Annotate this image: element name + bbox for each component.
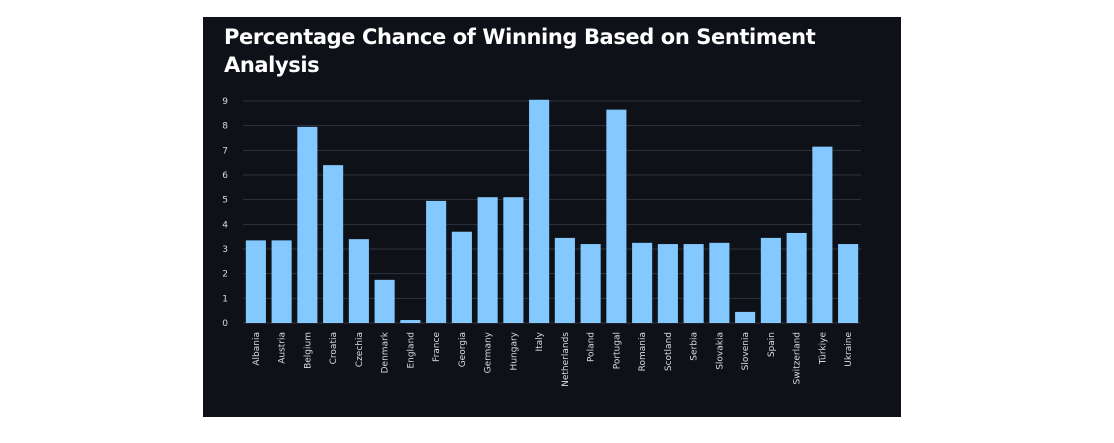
x-tick-label: Netherlands bbox=[561, 332, 571, 387]
x-tick-label: Spain bbox=[767, 332, 777, 357]
x-tick-label: Italy bbox=[535, 331, 545, 351]
bar-ukraine[interactable] bbox=[838, 244, 859, 323]
bar-germany[interactable] bbox=[477, 197, 498, 323]
y-tick-label: 1 bbox=[222, 294, 228, 304]
bar-netherlands[interactable] bbox=[554, 237, 575, 323]
y-tick-label: 5 bbox=[222, 196, 228, 206]
x-tick-label: Ukraine bbox=[844, 332, 854, 367]
y-tick-label: 8 bbox=[222, 122, 228, 132]
bar-serbia[interactable] bbox=[683, 244, 704, 323]
bar-portugal[interactable] bbox=[606, 109, 627, 323]
x-tick-label: Scotland bbox=[664, 332, 674, 371]
bar-georgia[interactable] bbox=[451, 231, 472, 323]
x-tick-label: France bbox=[432, 332, 442, 362]
bar-czechia[interactable] bbox=[348, 239, 369, 323]
bar-switzerland[interactable] bbox=[786, 232, 807, 323]
x-tick-label: Switzerland bbox=[793, 332, 803, 385]
chart-title: Percentage Chance of Winning Based on Se… bbox=[224, 25, 816, 77]
x-tick-label: Hungary bbox=[509, 331, 519, 370]
x-tick-label: Germany bbox=[484, 331, 494, 373]
x-tick-label: Austria bbox=[278, 332, 288, 364]
x-tick-label: Poland bbox=[587, 332, 597, 362]
x-tick-label: Belgium bbox=[303, 332, 313, 369]
bar-denmark[interactable] bbox=[374, 279, 395, 323]
bar-italy[interactable] bbox=[529, 99, 550, 324]
bar-croatia[interactable] bbox=[323, 165, 344, 323]
x-tick-label: Slovakia bbox=[715, 332, 725, 370]
x-tick-label: Türkiye bbox=[818, 332, 828, 366]
x-axis-ticks: Albania Austria Belgium Croatia Czechia Denma… bbox=[252, 331, 854, 387]
x-tick-label: Slovenia bbox=[741, 332, 751, 370]
y-tick-label: 2 bbox=[222, 270, 228, 280]
bar-slovenia[interactable] bbox=[735, 311, 756, 323]
x-tick-label: Czechia bbox=[355, 332, 365, 367]
y-tick-label: 6 bbox=[222, 171, 228, 181]
chart-panel: Percentage Chance of Winning Based on Se… bbox=[203, 17, 901, 417]
bar-belgium[interactable] bbox=[297, 126, 318, 324]
y-tick-label: 9 bbox=[222, 97, 228, 107]
bar-austria[interactable] bbox=[271, 240, 292, 323]
y-tick-label: 4 bbox=[222, 220, 228, 230]
bar-spain[interactable] bbox=[760, 237, 781, 323]
x-tick-label: England bbox=[406, 332, 416, 369]
bar-romania[interactable] bbox=[632, 242, 653, 323]
bar-france[interactable] bbox=[426, 200, 447, 323]
x-tick-label: Croatia bbox=[329, 332, 339, 364]
y-tick-label: 0 bbox=[222, 319, 228, 329]
bar-t-rkiye[interactable] bbox=[812, 146, 833, 323]
x-tick-label: Portugal bbox=[612, 332, 622, 369]
x-tick-label: Romania bbox=[638, 332, 648, 371]
x-tick-label: Denmark bbox=[381, 331, 391, 373]
bar-scotland[interactable] bbox=[657, 244, 678, 323]
x-tick-label: Serbia bbox=[690, 332, 700, 361]
y-tick-label: 7 bbox=[222, 146, 228, 156]
gridlines bbox=[243, 100, 861, 324]
bar-poland[interactable] bbox=[580, 244, 601, 323]
x-tick-label: Albania bbox=[252, 332, 262, 366]
bar-england[interactable] bbox=[400, 320, 421, 323]
bar-chart: 0 1 2 3 4 5 6 7 8 9 Albania Austria Belgium Croatia C… bbox=[222, 97, 861, 387]
y-tick-label: 3 bbox=[222, 245, 228, 255]
x-tick-label: Georgia bbox=[458, 332, 468, 367]
bar-hungary[interactable] bbox=[503, 197, 524, 323]
bar-albania[interactable] bbox=[245, 240, 266, 323]
bar-slovakia[interactable] bbox=[709, 242, 730, 323]
bars bbox=[245, 99, 859, 324]
y-axis-ticks: 0 1 2 3 4 5 6 7 8 9 bbox=[222, 97, 228, 329]
